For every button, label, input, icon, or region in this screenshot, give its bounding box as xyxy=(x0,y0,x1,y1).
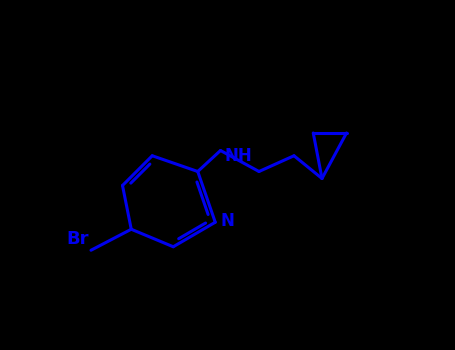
Text: NH: NH xyxy=(224,147,252,165)
Text: N: N xyxy=(221,211,234,230)
Text: Br: Br xyxy=(67,231,89,248)
